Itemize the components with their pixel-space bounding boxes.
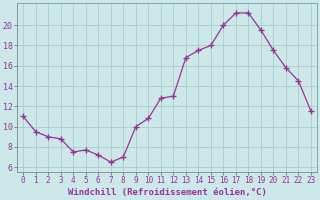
X-axis label: Windchill (Refroidissement éolien,°C): Windchill (Refroidissement éolien,°C)	[68, 188, 267, 197]
